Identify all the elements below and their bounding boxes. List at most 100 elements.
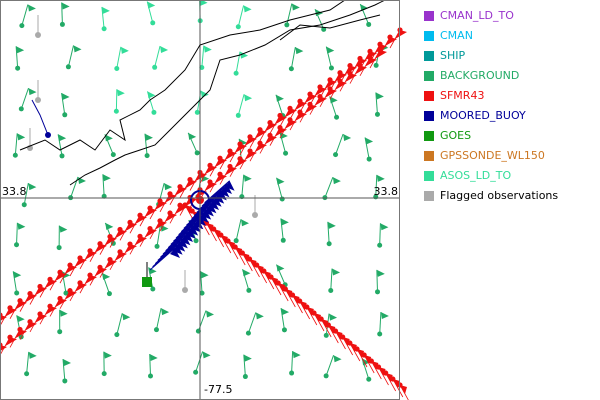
barb-flag bbox=[122, 313, 131, 321]
legend-swatch bbox=[424, 131, 434, 141]
sfmr-point bbox=[17, 326, 23, 333]
buoy-flag bbox=[177, 238, 188, 249]
sfmr-flag bbox=[385, 37, 397, 47]
sfmr-point bbox=[354, 346, 360, 352]
buoy-flag bbox=[203, 206, 214, 217]
sfmr-flag bbox=[135, 215, 147, 225]
barb-flag bbox=[188, 132, 197, 140]
buoy-barb bbox=[167, 225, 194, 248]
sfmr-flag bbox=[400, 385, 407, 394]
sfmr-flag bbox=[305, 94, 317, 104]
observation-layer bbox=[0, 0, 409, 400]
sfmr-point bbox=[187, 177, 193, 183]
barb-flag bbox=[206, 310, 215, 318]
barb-flag bbox=[102, 174, 111, 182]
sfmr-point bbox=[227, 148, 233, 154]
sfmr-flag bbox=[205, 165, 217, 175]
sfmr-point bbox=[207, 162, 213, 168]
barb-staff bbox=[237, 94, 245, 116]
sfmr-flag bbox=[215, 158, 227, 168]
sfmr-flag bbox=[195, 172, 207, 182]
barb-flag bbox=[62, 271, 71, 279]
barb-flag bbox=[160, 45, 169, 53]
barb-flag bbox=[27, 4, 36, 12]
barb-flag bbox=[116, 89, 125, 97]
sfmr-point bbox=[368, 358, 374, 364]
sfmr-point bbox=[207, 179, 213, 185]
sfmr-point bbox=[87, 272, 93, 278]
buoy-flag bbox=[206, 203, 217, 214]
buoy-flag bbox=[188, 225, 199, 236]
barb-flag bbox=[243, 5, 252, 13]
legend-swatch bbox=[424, 171, 434, 181]
sfmr-flag bbox=[155, 201, 167, 210]
sfmr-flag bbox=[185, 179, 197, 189]
sfmr-point bbox=[182, 202, 188, 208]
buoy-barb bbox=[201, 183, 228, 207]
sfmr-point bbox=[225, 238, 231, 244]
sfmr-point bbox=[275, 280, 281, 286]
sfmr-point bbox=[268, 274, 274, 280]
legend-label: CMAN bbox=[440, 29, 473, 42]
barb-staff bbox=[201, 45, 205, 68]
sfmr-flag bbox=[175, 186, 187, 196]
barb-staff bbox=[286, 3, 293, 25]
sfmr-flag bbox=[275, 115, 287, 125]
barb-staff bbox=[16, 222, 18, 245]
barb-flag bbox=[365, 137, 374, 145]
barb-flag bbox=[240, 219, 249, 227]
barb-flag bbox=[255, 312, 264, 320]
sfmr-point bbox=[17, 298, 23, 304]
sfmr-point bbox=[267, 132, 273, 138]
sfmr-point bbox=[307, 101, 313, 107]
sfmr-point bbox=[277, 125, 283, 131]
barb-flag bbox=[58, 134, 67, 142]
barb-flag bbox=[59, 225, 68, 233]
lat-label: 33.8 bbox=[2, 185, 27, 198]
sfmr-point bbox=[304, 304, 310, 310]
sfmr-flag bbox=[235, 144, 247, 153]
sfmr-flag bbox=[125, 222, 137, 232]
barb-staff bbox=[379, 311, 382, 335]
barb-flag bbox=[105, 222, 114, 230]
barb-flag bbox=[16, 315, 25, 323]
legend-swatch bbox=[424, 91, 434, 101]
barb-staff bbox=[280, 218, 284, 241]
barb-flag bbox=[200, 271, 209, 279]
lat-label: 33.8 bbox=[374, 185, 399, 198]
barb-flag bbox=[276, 177, 285, 185]
sfmr-point bbox=[332, 328, 339, 334]
barb-flag bbox=[61, 2, 70, 10]
sfmr-flag bbox=[115, 229, 127, 239]
sfmr-point bbox=[318, 316, 324, 322]
sfmr-point bbox=[177, 184, 183, 190]
coastline bbox=[19, 0, 346, 151]
barb-flag bbox=[243, 174, 252, 182]
sfmr-point bbox=[87, 248, 93, 254]
sfmr-flag bbox=[75, 258, 87, 267]
barb-staff bbox=[149, 354, 152, 377]
barb-staff bbox=[102, 174, 105, 197]
sfmr-point bbox=[357, 62, 363, 69]
sfmr-flag bbox=[295, 101, 307, 111]
sfmr-point bbox=[27, 319, 33, 325]
barb-flag bbox=[333, 355, 342, 363]
barb-flag bbox=[375, 92, 384, 100]
sfmr-flag bbox=[255, 129, 267, 139]
barb-flag bbox=[101, 6, 110, 14]
sfmr-point bbox=[261, 268, 267, 274]
sfmr-point bbox=[27, 291, 33, 297]
barb-staff bbox=[327, 221, 330, 244]
legend-label: CMAN_LD_TO bbox=[440, 9, 514, 22]
barb-flag bbox=[242, 269, 251, 277]
buoy-barb bbox=[152, 244, 178, 268]
buoy-flag bbox=[193, 219, 204, 230]
barb-flag bbox=[144, 133, 153, 141]
barb-flag bbox=[199, 0, 208, 6]
barb-staff bbox=[195, 351, 204, 373]
legend-swatch bbox=[424, 191, 434, 201]
sfmr-point bbox=[257, 127, 263, 133]
sfmr-point bbox=[157, 218, 163, 224]
sfmr-point bbox=[167, 191, 173, 197]
coastline bbox=[69, 0, 386, 186]
